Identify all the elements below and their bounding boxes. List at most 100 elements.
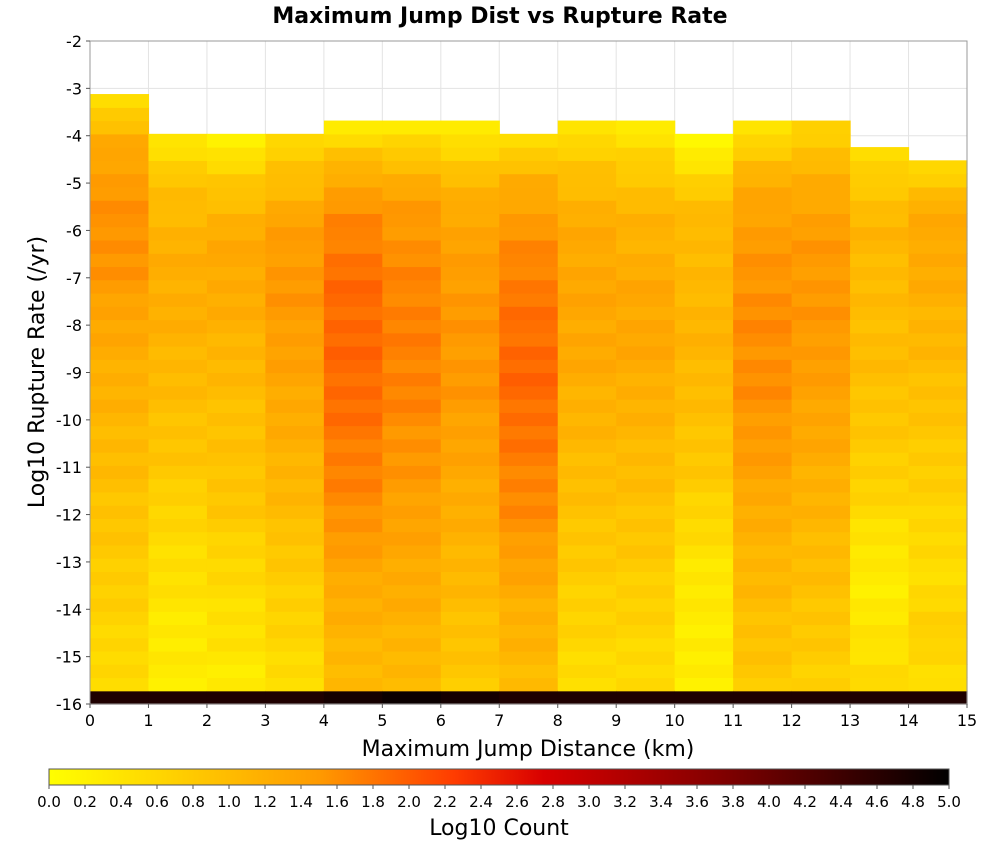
heatmap-cell [206,372,266,387]
heatmap-cell [791,133,851,148]
heatmap-cell [850,531,910,546]
heatmap-cell [440,319,500,334]
heatmap-cell [382,531,442,546]
heatmap-cell [557,359,617,374]
heatmap-cell [382,505,442,519]
heatmap-cell [206,650,266,665]
heatmap-cell [616,505,676,519]
heatmap-cell [440,279,500,294]
y-tick-label: -12 [56,506,82,525]
x-tick-label: 0 [85,711,95,730]
heatmap-cell [206,385,266,400]
heatmap-cell [265,465,325,480]
heatmap-cell [148,173,208,188]
heatmap-cell [148,385,208,400]
heatmap-cell [499,319,559,334]
heatmap-cell [206,452,266,466]
heatmap-cell [674,677,734,692]
heatmap-cell [557,412,617,427]
heatmap-cell [616,120,676,135]
heatmap-cell [791,544,851,559]
heatmap-cell [616,173,676,188]
heatmap-cell [791,147,851,161]
heatmap-cell [206,571,266,586]
heatmap-cell [733,253,793,268]
heatmap-cell [265,425,325,440]
heatmap-cell [557,399,617,413]
heatmap-cell [265,399,325,413]
heatmap-cell [382,558,442,572]
y-tick-label: -3 [66,79,82,98]
heatmap-cell [90,160,150,175]
heatmap-cell [616,478,676,493]
heatmap-cell [440,332,500,347]
heatmap-cell [557,465,617,480]
heatmap-cell [148,372,208,387]
heatmap-cell [323,611,383,626]
heatmap-cell [791,359,851,374]
heatmap-cell [850,399,910,413]
heatmap-cell [440,584,500,599]
heatmap-cell [265,200,325,214]
heatmap-cell [733,399,793,413]
heatmap-cell [908,531,968,546]
heatmap-cell [908,359,968,374]
heatmap-cell [850,452,910,466]
heatmap-cell [791,399,851,413]
heatmap-cell [733,544,793,559]
heatmap-cell [440,478,500,493]
heatmap-cell [265,345,325,360]
heatmap-cell [850,239,910,254]
heatmap-cell [323,385,383,400]
heatmap-cell [148,133,208,148]
heatmap-cell [440,690,500,705]
heatmap-cell [557,292,617,307]
colorbar-tick-label: 2.2 [433,793,457,811]
heatmap-cell [499,637,559,652]
heatmap-cell [557,650,617,665]
heatmap-cell [850,558,910,572]
heatmap-cell [206,239,266,254]
heatmap-cell [674,611,734,626]
heatmap-cell [557,332,617,347]
x-tick-label: 1 [143,711,153,730]
heatmap-cell [382,624,442,639]
colorbar-tick-label: 4.2 [793,793,817,811]
heatmap-cell [265,385,325,400]
heatmap-cell [148,611,208,626]
heatmap-cell [323,412,383,427]
heatmap-cell [674,133,734,148]
heatmap-cell [908,306,968,321]
x-tick-label: 4 [319,711,329,730]
colorbar-tick-label: 1.2 [253,793,277,811]
heatmap-cell [148,677,208,692]
heatmap-cell [616,292,676,307]
x-tick-label: 15 [957,711,977,730]
heatmap-cell [323,465,383,480]
y-tick-label: -13 [56,553,82,572]
heatmap-cell [323,120,383,135]
heatmap-cell [206,491,266,506]
heatmap-cell [90,107,150,122]
heatmap-cell [557,518,617,533]
heatmap-cell [382,690,442,705]
heatmap-cell [674,213,734,228]
colorbar-tick-label: 1.0 [217,793,241,811]
heatmap-cell [557,186,617,201]
heatmap-cell [908,412,968,427]
x-tick-label: 9 [611,711,621,730]
heatmap-cell [148,239,208,254]
heatmap-cell [850,173,910,188]
heatmap-cells [90,94,968,705]
heatmap-cell [90,531,150,546]
heatmap-cell [90,438,150,453]
heatmap-cell [206,412,266,427]
heatmap-cell [791,505,851,519]
heatmap-cell [733,372,793,387]
y-tick-label: -16 [56,695,82,714]
heatmap-cell [791,266,851,281]
heatmap-cell [382,332,442,347]
heatmap-cell [557,319,617,334]
heatmap-cell [148,359,208,374]
heatmap-cell [733,465,793,480]
